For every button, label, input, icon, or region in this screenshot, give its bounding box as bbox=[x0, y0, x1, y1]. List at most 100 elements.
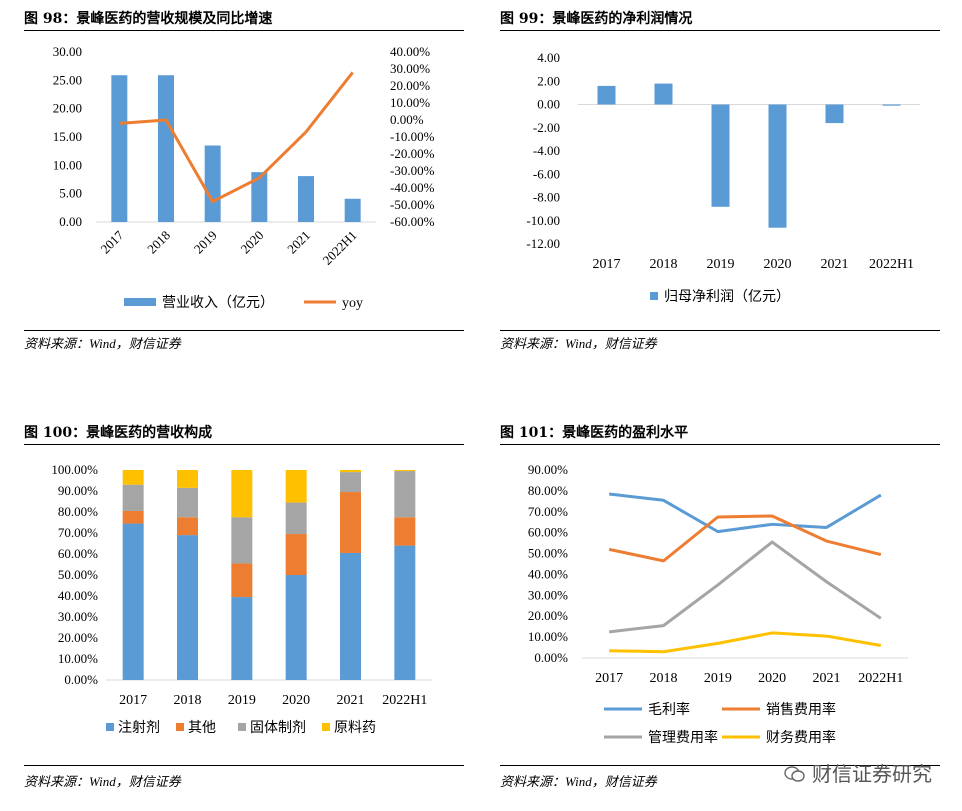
y-tick-label: -4.00 bbox=[533, 143, 560, 158]
legend-label: 原料药 bbox=[334, 720, 376, 736]
bar bbox=[298, 176, 314, 222]
y-tick-label: 0.00% bbox=[64, 672, 98, 687]
legend-swatch bbox=[238, 723, 246, 731]
y-left-tick-label: 30.00 bbox=[53, 44, 82, 59]
y-right-tick-label: 40.00% bbox=[390, 44, 430, 59]
y-tick-label: 50.00% bbox=[58, 567, 98, 582]
stacked-bar-segment bbox=[231, 470, 253, 518]
legend-label: 固体制剂 bbox=[250, 720, 306, 736]
figure-100-bottom-rule bbox=[24, 765, 464, 766]
legend-swatch bbox=[106, 723, 114, 731]
legend-label-revenue: 营业收入（亿元） bbox=[162, 295, 274, 311]
stacked-bar-segment bbox=[177, 470, 198, 488]
legend-label: 其他 bbox=[188, 720, 216, 736]
legend-label: 管理费用率 bbox=[648, 729, 718, 746]
y-tick-label: 10.00% bbox=[58, 651, 98, 666]
y-tick-label: 0.00 bbox=[537, 97, 560, 112]
x-tick-label: 2018 bbox=[650, 257, 678, 272]
y-tick-label: -12.00 bbox=[526, 236, 560, 251]
y-right-tick-label: 30.00% bbox=[390, 61, 430, 76]
y-tick-label: 80.00% bbox=[58, 504, 98, 519]
y-tick-label: 0.00% bbox=[534, 650, 568, 665]
x-tick-label: 2017 bbox=[97, 227, 126, 256]
bar bbox=[344, 198, 361, 222]
y-right-tick-label: -20.00% bbox=[390, 146, 435, 161]
y-tick-label: 90.00% bbox=[58, 483, 98, 498]
figure-101-source: 资料来源：Wind，财信证券 bbox=[500, 774, 657, 789]
legend-label: 毛利率 bbox=[648, 701, 690, 718]
bar bbox=[597, 85, 616, 105]
x-tick-label: 2019 bbox=[704, 671, 732, 686]
bar bbox=[711, 104, 730, 207]
legend-swatch-revenue bbox=[124, 298, 156, 306]
stacked-bar-segment bbox=[340, 552, 361, 680]
figure-99-bottom-rule bbox=[500, 330, 940, 331]
figure-101-bottom-rule bbox=[500, 765, 940, 766]
stacked-bar-segment bbox=[394, 470, 416, 472]
y-tick-label: 60.00% bbox=[528, 525, 568, 540]
stacked-bar-segment bbox=[285, 502, 307, 535]
y-left-tick-label: 20.00 bbox=[53, 101, 82, 116]
y-right-tick-label: -30.00% bbox=[390, 163, 435, 178]
x-tick-label: 2022H1 bbox=[382, 693, 427, 708]
bar bbox=[111, 75, 128, 222]
figure-99-title: 图 99：景峰医药的净利润情况 bbox=[500, 11, 693, 27]
wechat-icon bbox=[783, 766, 805, 782]
y-right-tick-label: -50.00% bbox=[390, 197, 435, 212]
yoy-line bbox=[119, 71, 354, 204]
figure-99-top-rule bbox=[500, 30, 940, 31]
series-line bbox=[608, 514, 882, 563]
figure-99-panel: 图 99：景峰医药的净利润情况 -12.00 -10.00 -8.00 -6.00 -4… bbox=[500, 0, 940, 360]
y-tick-label: 50.00% bbox=[528, 546, 568, 561]
figure-100-panel: 图 100：景峰医药的营收构成 0.00% 10.00% 20.00% 30.00% 4… bbox=[24, 415, 464, 805]
stacked-bar-segment bbox=[285, 534, 307, 575]
legend-label: 注射剂 bbox=[118, 720, 160, 736]
y-left-tick-label: 15.00 bbox=[53, 129, 82, 144]
figure-101-top-rule bbox=[500, 444, 940, 445]
bar bbox=[158, 75, 174, 222]
legend-label-yoy: yoy bbox=[342, 296, 363, 311]
y-tick-label: -10.00 bbox=[526, 213, 560, 228]
stacked-bar-segment bbox=[340, 492, 361, 553]
bar bbox=[882, 104, 901, 106]
y-tick-label: 100.00% bbox=[51, 462, 98, 477]
figure-98-panel: 图 98：景峰医药的营收规模及同比增速 0.00 5.00 10.00 15.00 20… bbox=[24, 0, 464, 360]
y-left-tick-label: 25.00 bbox=[53, 72, 82, 87]
y-tick-label: 70.00% bbox=[58, 525, 98, 540]
figure-98-source: 资料来源：Wind，财信证券 bbox=[24, 336, 181, 351]
figure-98-chart: 0.00 5.00 10.00 15.00 20.00 25.00 30.00 -60.00%… bbox=[53, 44, 435, 311]
figure-99-chart: -12.00 -10.00 -8.00 -6.00 -4.00 -2.00 0.00 2.00… bbox=[526, 50, 920, 305]
figure-99-source: 资料来源：Wind，财信证券 bbox=[500, 336, 657, 351]
figure-98-top-rule bbox=[24, 30, 464, 31]
y-tick-label: 20.00% bbox=[58, 630, 98, 645]
y-right-tick-label: 0.00% bbox=[390, 112, 424, 127]
y-right-tick-label: -10.00% bbox=[390, 129, 435, 144]
legend-swatch bbox=[322, 723, 330, 731]
stacked-bar-segment bbox=[231, 563, 253, 598]
x-tick-label: 2019 bbox=[191, 228, 220, 257]
stacked-bar-segment bbox=[340, 472, 361, 493]
y-tick-label: 2.00 bbox=[537, 73, 560, 88]
legend-label-net-profit: 归母净利润（亿元） bbox=[664, 288, 790, 305]
figure-101-panel: 图 101：景峰医药的盈利水平 0.00% 10.00% 20.00% 30.00% 4… bbox=[500, 415, 940, 805]
y-tick-label: -2.00 bbox=[533, 120, 560, 135]
figure-98-title: 图 98：景峰医药的营收规模及同比增速 bbox=[24, 11, 273, 27]
stacked-bar-segment bbox=[122, 470, 144, 485]
x-tick-label: 2020 bbox=[764, 257, 792, 272]
y-tick-label: 30.00% bbox=[528, 587, 568, 602]
stacked-bar-segment bbox=[394, 545, 416, 680]
x-tick-label: 2021 bbox=[337, 693, 365, 708]
stacked-bar-segment bbox=[177, 535, 198, 680]
x-tick-label: 2017 bbox=[593, 257, 621, 272]
x-tick-label: 2022H1 bbox=[320, 228, 360, 268]
stacked-bar-segment bbox=[177, 487, 198, 518]
watermark-text: 财信证券研究 bbox=[812, 762, 932, 786]
legend-label: 财务费用率 bbox=[766, 729, 836, 746]
bar bbox=[768, 104, 787, 228]
y-tick-label: 30.00% bbox=[58, 609, 98, 624]
y-left-tick-label: 0.00 bbox=[59, 214, 82, 229]
y-tick-label: 90.00% bbox=[528, 462, 568, 477]
figure-101-title: 图 101：景峰医药的盈利水平 bbox=[500, 425, 689, 441]
figure-100-chart: 0.00% 10.00% 20.00% 30.00% 40.00% 50.00% 60.00… bbox=[51, 462, 432, 736]
y-right-tick-label: 20.00% bbox=[390, 78, 430, 93]
